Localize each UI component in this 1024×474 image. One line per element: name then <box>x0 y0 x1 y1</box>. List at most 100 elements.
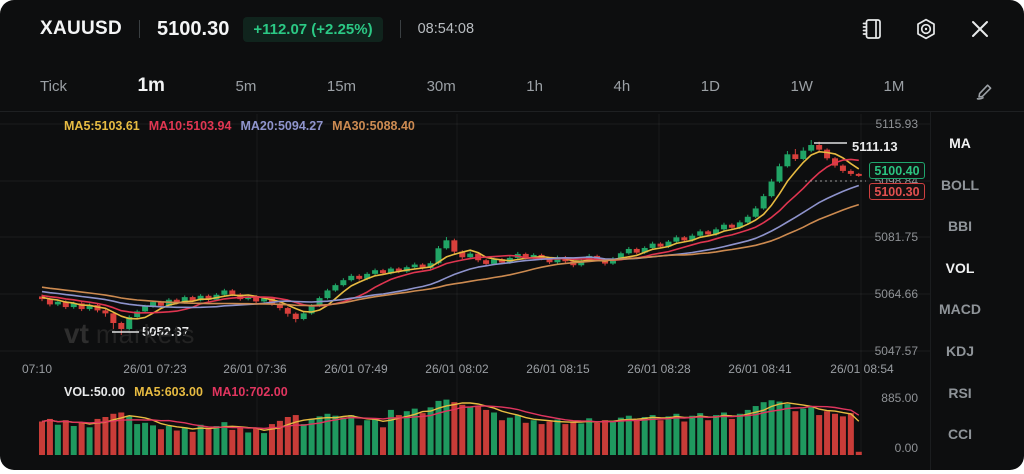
volume-bar <box>157 429 164 455</box>
y-axis-label: 5064.66 <box>874 287 918 301</box>
candle <box>847 170 854 174</box>
volume-bar <box>498 420 505 455</box>
volume-bar <box>602 420 609 455</box>
journal-icon[interactable] <box>860 17 884 41</box>
volume-bar <box>689 415 696 455</box>
candle <box>522 253 529 258</box>
volume-bar <box>736 413 743 455</box>
candle <box>324 290 331 299</box>
candle <box>229 290 236 295</box>
candle <box>625 248 632 254</box>
volume-bar <box>292 415 299 455</box>
sidebar-item-ma[interactable]: MA <box>949 135 971 151</box>
candle <box>713 229 720 235</box>
sidebar-item-cci[interactable]: CCI <box>947 426 973 443</box>
candle <box>776 166 783 182</box>
candle <box>387 268 394 274</box>
tab-4h[interactable]: 4h <box>613 77 631 95</box>
candle <box>308 305 315 314</box>
candle <box>744 216 751 223</box>
volume-bar <box>467 407 474 455</box>
tab-5m[interactable]: 5m <box>235 77 257 95</box>
tab-1d[interactable]: 1D <box>700 77 720 95</box>
tab-1w[interactable]: 1W <box>790 77 813 95</box>
candle <box>46 299 53 305</box>
tab-tick[interactable]: Tick <box>40 77 67 95</box>
ma-legend-item: MA20:5094.27 <box>240 119 324 133</box>
volume-bar <box>427 407 434 455</box>
volume-bar <box>86 427 93 455</box>
x-axis-label: 26/01 07:36 <box>223 362 287 376</box>
volume-legend-item: MA5:603.00 <box>134 385 203 399</box>
volume-bar <box>324 413 331 455</box>
tab-1m[interactable]: 1M <box>883 77 905 95</box>
tab-1m[interactable]: 1m <box>137 75 165 96</box>
candle <box>173 299 180 303</box>
candle <box>681 237 688 241</box>
candle <box>705 231 712 235</box>
sidebar-divider <box>930 112 931 470</box>
candle <box>824 149 831 159</box>
sidebar-item-boll[interactable]: BOLL <box>940 176 980 193</box>
volume-bar <box>435 400 442 455</box>
symbol-title: XAUUSD <box>40 18 123 39</box>
candle <box>181 297 188 303</box>
volume-bar <box>39 421 45 455</box>
tab-1h[interactable]: 1h <box>526 77 543 95</box>
volume-bar <box>475 406 482 455</box>
volume-bar <box>70 426 77 455</box>
volume-bar <box>657 420 664 455</box>
tab-15m[interactable]: 15m <box>326 77 357 95</box>
volume-bar <box>379 427 386 455</box>
volume-bar <box>720 412 727 455</box>
watermark-text: markets <box>95 319 196 349</box>
low-price-label: 5052.37 <box>142 324 189 339</box>
candle <box>657 243 664 247</box>
sidebar-item-kdj[interactable]: KDJ <box>945 343 974 359</box>
volume-bar <box>594 422 601 455</box>
volume-bar <box>586 418 593 455</box>
volume-bar <box>617 417 624 455</box>
x-axis-label: 07:10 <box>21 362 53 376</box>
volume-bar <box>54 424 61 455</box>
volume-bar <box>459 404 466 455</box>
volume-bar <box>110 413 117 455</box>
volume-bar <box>118 412 125 455</box>
ma-legend-item: MA5:5103.61 <box>64 119 140 133</box>
sidebar-item-bbi[interactable]: BBI <box>947 218 973 235</box>
candle <box>665 241 672 247</box>
sidebar-item-macd[interactable]: MACD <box>939 301 981 318</box>
candle <box>261 298 268 302</box>
volume-bar <box>403 411 410 455</box>
candle <box>467 253 474 258</box>
edit-periods-icon[interactable] <box>975 82 994 101</box>
sidebar-item-rsi[interactable]: RSI <box>948 384 972 401</box>
volume-bar <box>62 420 69 455</box>
settings-gear-icon[interactable] <box>914 17 938 41</box>
candle <box>379 270 386 274</box>
volume-bar <box>705 420 712 455</box>
volume-bar <box>221 422 228 455</box>
volume-bar <box>744 409 751 455</box>
volume-bar <box>364 420 371 455</box>
x-axis-label: 26/01 08:41 <box>728 362 792 376</box>
sidebar-item-vol[interactable]: VOL <box>945 259 975 276</box>
candle <box>736 222 743 228</box>
tab-30m[interactable]: 30m <box>426 77 456 95</box>
header: XAUUSD 5100.30 +112.07 (+2.25%) 08:54:08 <box>0 0 1024 58</box>
high-price-label: 5111.13 <box>852 139 898 154</box>
candle <box>697 231 704 236</box>
candle <box>427 263 434 268</box>
y-axis-label: 5081.75 <box>874 230 918 244</box>
volume-bar <box>316 416 323 455</box>
watermark-logo: vt <box>64 318 89 349</box>
volume-bar <box>261 433 268 455</box>
candle <box>86 305 93 310</box>
candle <box>205 295 212 300</box>
volume-bar <box>847 413 854 455</box>
candle <box>284 308 291 314</box>
candle <box>62 301 69 308</box>
close-icon[interactable] <box>968 17 992 41</box>
current-price: 5100.30 <box>157 17 230 40</box>
